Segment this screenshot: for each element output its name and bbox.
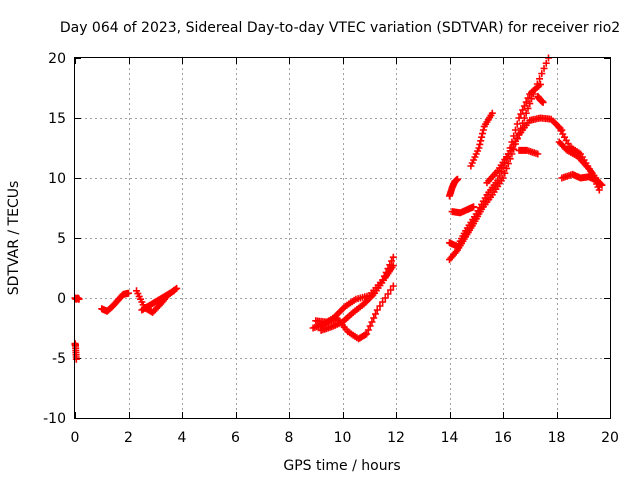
y-tick-label: 10 <box>48 171 66 187</box>
x-axis-label: GPS time / hours <box>283 458 400 474</box>
data-point <box>475 144 483 152</box>
data-point <box>538 70 546 78</box>
data-point <box>536 75 544 83</box>
data-point <box>478 130 486 138</box>
series-arc-9 <box>448 203 478 217</box>
x-tick-label: 14 <box>441 430 459 446</box>
data-point <box>501 169 509 177</box>
data-point <box>595 186 603 194</box>
y-tick-label: 0 <box>57 291 66 307</box>
series-arc-7 <box>317 262 397 334</box>
data-point <box>515 114 523 122</box>
data-point <box>522 98 530 106</box>
data-point <box>388 257 396 265</box>
x-tick-label: 2 <box>124 430 133 446</box>
data-point <box>534 150 542 158</box>
data-point <box>539 98 547 106</box>
data-point <box>517 110 525 118</box>
data-point <box>510 132 518 140</box>
y-tick-label: 5 <box>57 231 66 247</box>
x-tick-label: 18 <box>548 430 566 446</box>
data-point <box>503 164 511 172</box>
data-point <box>595 179 603 187</box>
data-point <box>381 294 389 302</box>
x-tick-label: 12 <box>387 430 405 446</box>
data-point <box>125 289 132 297</box>
data-point <box>169 288 177 296</box>
data-point <box>488 109 496 117</box>
data-point <box>495 172 503 180</box>
data-point <box>511 126 519 134</box>
y-tick-label: 20 <box>48 51 66 67</box>
data-point <box>373 306 381 314</box>
x-tick-label: 4 <box>178 430 187 446</box>
data-point <box>476 140 484 148</box>
data-point <box>470 203 478 211</box>
data-point <box>384 290 392 298</box>
series-arc-15 <box>534 92 547 106</box>
series-arc-8 <box>446 175 462 200</box>
data-point <box>536 80 544 88</box>
x-tick-label: 8 <box>285 430 294 446</box>
x-tick-labels: 0 2 4 6 8 10 12 14 16 18 20 <box>71 430 619 446</box>
data-point <box>499 174 507 182</box>
series-arc-4 <box>138 287 178 314</box>
data-point <box>513 120 521 128</box>
data-point <box>170 287 178 295</box>
data-point <box>478 133 486 141</box>
grid-lines <box>75 58 610 418</box>
data-point <box>368 318 376 326</box>
y-tick-label: 15 <box>48 111 66 127</box>
data-point <box>526 100 534 108</box>
data-point <box>370 314 378 322</box>
series-arc-18 <box>555 138 603 187</box>
plot-frame <box>74 57 611 419</box>
series-arc-14 <box>515 146 542 158</box>
x-tick-label: 0 <box>71 430 80 446</box>
data-point <box>389 253 397 261</box>
data-point <box>542 59 550 67</box>
series-arc-12 <box>467 109 496 170</box>
data-point <box>389 282 397 290</box>
data-point <box>376 302 384 310</box>
series-arc-1b <box>71 340 80 363</box>
data-point <box>387 286 395 294</box>
data-point <box>366 322 374 330</box>
x-tick-label: 16 <box>494 430 512 446</box>
series-arc-6 <box>312 282 397 343</box>
data-point <box>520 102 528 110</box>
data-point <box>371 310 379 318</box>
y-tick-labels: -10 -5 0 5 10 15 20 <box>43 51 66 427</box>
y-tick-label: -5 <box>52 351 66 367</box>
data-point <box>524 94 532 102</box>
data-point <box>389 262 397 270</box>
chart-title: Day 064 of 2023, Sidereal Day-to-day VTE… <box>60 20 620 36</box>
data-point <box>363 330 371 338</box>
series-arc-2 <box>98 289 132 315</box>
data-point <box>477 137 485 145</box>
data-point <box>75 295 83 303</box>
x-tick-label: 6 <box>231 430 240 446</box>
series-arc-1a <box>71 294 83 303</box>
axis-ticks <box>75 58 611 419</box>
y-axis-label: SDTVAR / TECUs <box>6 181 22 296</box>
series-arc-11 <box>446 80 544 250</box>
data-point <box>364 326 372 334</box>
x-tick-label: 10 <box>334 430 352 446</box>
data-point <box>479 126 487 134</box>
data-point <box>379 298 387 306</box>
data-point <box>540 64 548 72</box>
data-point <box>494 176 502 184</box>
series-arc-13 <box>483 114 566 187</box>
x-tick-label: 20 <box>601 430 619 446</box>
data-points <box>71 54 606 363</box>
data-point <box>524 104 532 112</box>
data-point <box>519 106 527 114</box>
y-tick-label: -10 <box>43 411 66 427</box>
data-point <box>454 175 462 183</box>
